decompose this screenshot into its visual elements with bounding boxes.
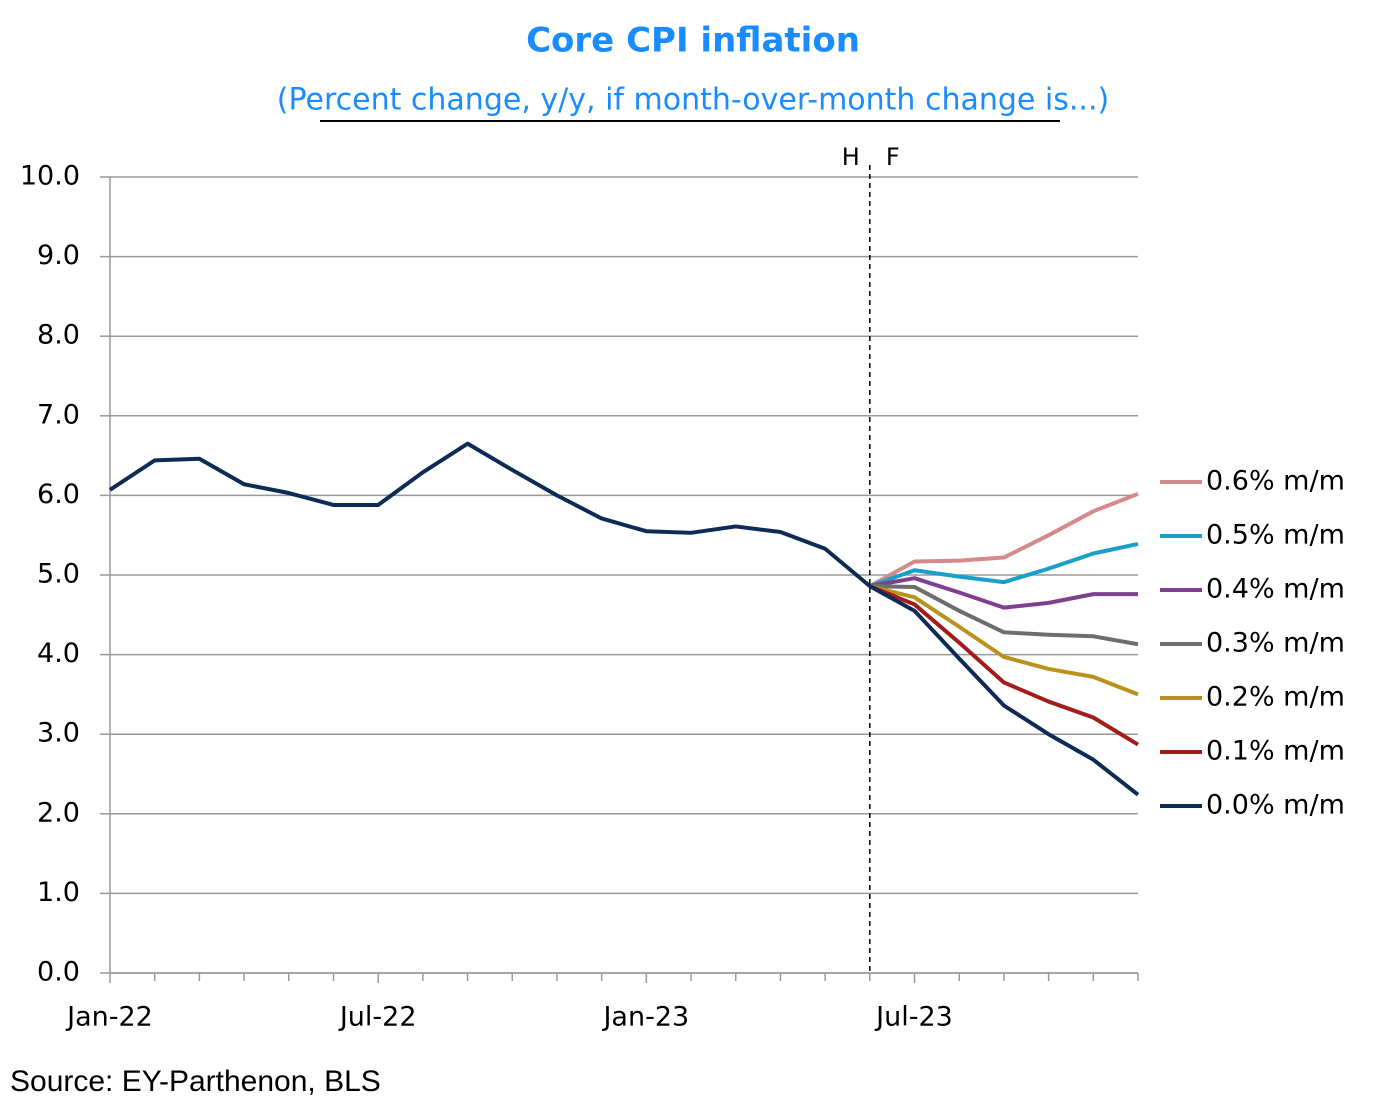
x-tick-label: Jan-22 — [65, 1002, 153, 1033]
series-line — [868, 491, 1139, 588]
y-tick-label: 5.0 — [37, 559, 80, 590]
y-tick-label: 9.0 — [37, 240, 80, 271]
x-tick-label: Jul-23 — [874, 1002, 953, 1033]
series-line — [869, 542, 1139, 589]
legend-label: 0.1% m/m — [1206, 736, 1345, 767]
legend-label: 0.0% m/m — [1206, 790, 1345, 821]
x-tick-label: Jul-22 — [338, 1002, 417, 1033]
series-line — [869, 584, 1140, 747]
series-line — [869, 576, 1138, 610]
y-tick-label: 4.0 — [37, 638, 80, 669]
legend-label: 0.5% m/m — [1206, 520, 1345, 551]
y-tick-label: 0.0 — [37, 957, 80, 988]
legend-label: 0.2% m/m — [1206, 682, 1345, 713]
x-tick-label: Jan-23 — [601, 1002, 689, 1033]
y-tick-label: 1.0 — [37, 877, 80, 908]
series-line — [108, 441, 1140, 797]
y-tick-label: 6.0 — [37, 479, 80, 510]
chart-subtitle: (Percent change, y/y, if month-over-mont… — [277, 83, 1109, 118]
annotation: H — [842, 143, 860, 171]
series-line — [869, 584, 1139, 697]
y-tick-label: 8.0 — [37, 320, 80, 351]
y-tick-label: 10.0 — [20, 161, 80, 192]
source: Source: EY-Parthenon, BLS — [10, 1065, 381, 1098]
legend-label: 0.6% m/m — [1206, 466, 1345, 497]
y-tick-label: 2.0 — [37, 797, 80, 828]
annotation: F — [886, 143, 900, 171]
legend-label: 0.4% m/m — [1206, 574, 1345, 605]
y-tick-label: 7.0 — [37, 399, 80, 430]
y-tick-label: 3.0 — [37, 718, 80, 749]
chart-title: Core CPI inflation — [526, 21, 860, 61]
series-line — [869, 584, 1139, 647]
legend-label: 0.3% m/m — [1206, 628, 1345, 659]
